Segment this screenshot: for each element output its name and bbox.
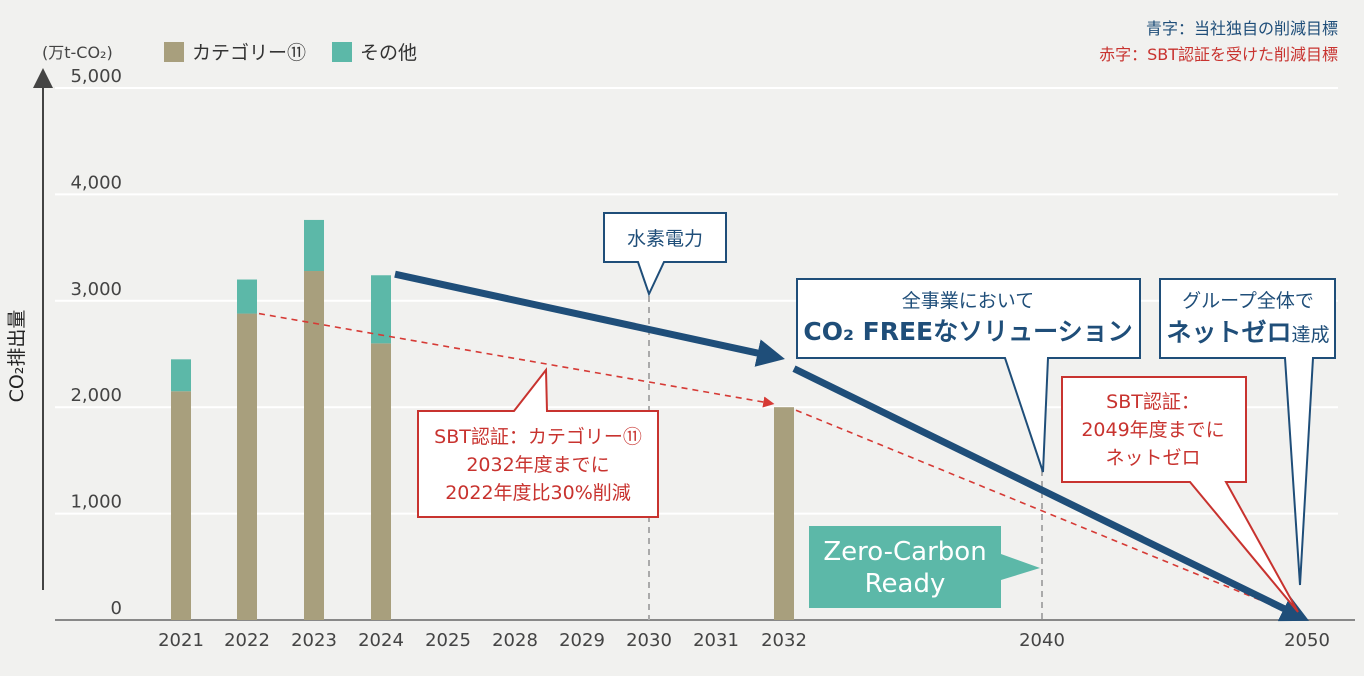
svg-text:2022年度比30%削減: 2022年度比30%削減 — [445, 482, 631, 504]
svg-text:Zero-Carbon: Zero-Carbon — [823, 537, 986, 567]
legend-swatch-other — [332, 42, 352, 62]
y-tick-label: 2,000 — [70, 385, 122, 406]
svg-text:水素電力: 水素電力 — [627, 228, 703, 250]
bar-other-2022 — [237, 279, 257, 314]
svg-text:SBT認証：カテゴリー⑪: SBT認証：カテゴリー⑪ — [434, 426, 642, 448]
bar-category11-2024 — [371, 343, 391, 620]
y-tick-label: 1,000 — [70, 492, 122, 513]
x-tick-label: 2022 — [224, 630, 270, 651]
x-tick-label: 2025 — [425, 630, 471, 651]
legend-swatch-category11 — [164, 42, 184, 62]
blue-note: 青字：当社独自の削減目標 — [1146, 19, 1338, 38]
bar-category11-2021 — [171, 391, 191, 620]
y-tick-label: 5,000 — [70, 66, 122, 87]
svg-text:SBT認証：: SBT認証： — [1106, 391, 1200, 413]
legend-label-other: その他 — [360, 42, 417, 64]
y-tick-label: 4,000 — [70, 172, 122, 193]
y-axis-label: CO₂排出量 — [6, 310, 28, 403]
red-note: 赤字：SBT認証を受けた削減目標 — [1099, 45, 1338, 64]
svg-text:ネットゼロ: ネットゼロ — [1105, 447, 1200, 469]
bar-other-2023 — [304, 219, 324, 272]
x-tick-label: 2021 — [158, 630, 204, 651]
x-tick-label: 2040 — [1019, 630, 1065, 651]
svg-text:CO₂ FREEなソリューション: CO₂ FREEなソリューション — [803, 317, 1132, 346]
callout-sbt-2049: SBT認証： 2049年度までに ネットゼロ — [1061, 376, 1299, 613]
zero-carbon-ready-badge: Zero-Carbon Ready — [809, 526, 1040, 608]
bar-category11-2022 — [237, 313, 257, 620]
x-tick-label: 2030 — [626, 630, 672, 651]
y-tick-label: 3,000 — [70, 279, 122, 300]
svg-text:2032年度までに: 2032年度までに — [466, 454, 609, 476]
callout-sbt-category11: SBT認証：カテゴリー⑪ 2032年度までに 2022年度比30%削減 — [417, 367, 659, 518]
callout-co2-free: 全事業において CO₂ FREEなソリューション — [796, 278, 1141, 473]
bar-category11-2032 — [774, 407, 794, 620]
svg-text:ネットゼロ達成: ネットゼロ達成 — [1166, 318, 1329, 347]
svg-text:Ready: Ready — [865, 569, 946, 599]
bars — [171, 219, 794, 620]
y-axis-unit: (万t-CO₂) — [42, 43, 113, 62]
x-tick-label: 2023 — [291, 630, 337, 651]
company-target-arrow-2 — [792, 365, 1310, 622]
x-tick-label: 2028 — [492, 630, 538, 651]
company-target-arrow-1 — [394, 270, 785, 367]
x-tick-label: 2032 — [761, 630, 807, 651]
x-tick-label: 2024 — [358, 630, 404, 651]
legend-label-category11: カテゴリー⑪ — [192, 42, 306, 64]
y-tick-labels: 0 1,000 2,000 3,000 4,000 5,000 — [70, 66, 122, 619]
sbt-arrow-2050 — [795, 409, 1304, 619]
callout-hydrogen: 水素電力 — [603, 212, 727, 297]
bar-other-2021 — [171, 359, 191, 392]
svg-text:グループ全体で: グループ全体で — [1182, 290, 1314, 312]
x-tick-label: 2031 — [693, 630, 739, 651]
sbt-arrow-2032 — [258, 312, 775, 408]
x-tick-label: 2050 — [1284, 630, 1330, 651]
bar-category11-2023 — [304, 271, 324, 620]
y-tick-label: 0 — [111, 598, 122, 619]
x-tick-label: 2029 — [559, 630, 605, 651]
callout-group-netzero: グループ全体で ネットゼロ達成 — [1159, 278, 1336, 586]
x-tick-labels: 2021 2022 2023 2024 2025 2028 2029 2030 2031 2032… — [158, 630, 1330, 651]
svg-text:2049年度までに: 2049年度までに — [1081, 419, 1224, 441]
svg-text:全事業において: 全事業において — [902, 290, 1034, 312]
bar-other-2024 — [371, 275, 391, 344]
legend: カテゴリー⑪ その他 — [164, 42, 417, 64]
